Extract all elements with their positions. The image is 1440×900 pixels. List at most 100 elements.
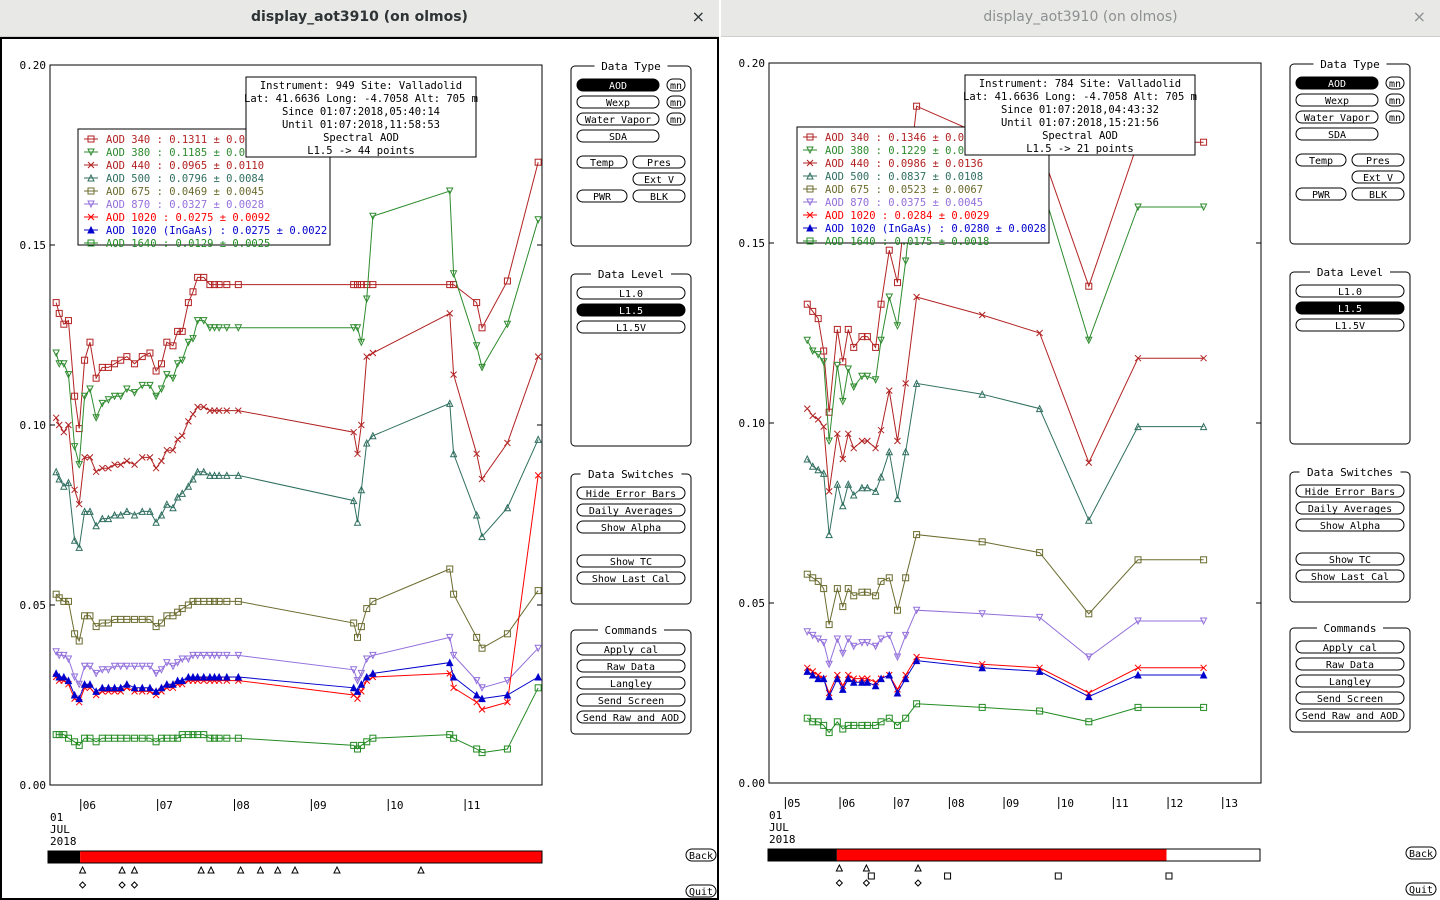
data-point bbox=[833, 325, 841, 333]
data-point bbox=[80, 392, 89, 401]
raw-data-button[interactable] bbox=[576, 659, 686, 673]
close-button[interactable]: × bbox=[691, 7, 705, 26]
close-button[interactable]: × bbox=[1412, 7, 1426, 26]
pwr-button[interactable] bbox=[1295, 187, 1347, 201]
data-point bbox=[503, 503, 512, 512]
info-line: L1.5 -> 21 points bbox=[1026, 143, 1133, 155]
pres-button[interactable] bbox=[632, 155, 686, 169]
x-tick-label: 06 bbox=[83, 799, 96, 812]
show-last-cal-button[interactable] bbox=[576, 571, 686, 585]
aod-mn-button[interactable] bbox=[666, 78, 686, 92]
data-point bbox=[210, 471, 219, 479]
data-point bbox=[70, 673, 79, 682]
apply-cal-button[interactable] bbox=[576, 642, 686, 656]
hide-error-bars-button[interactable] bbox=[1295, 484, 1405, 498]
l15v-button-label: L1.5V bbox=[1335, 321, 1365, 332]
titlebar[interactable]: display_aot3910 (on olmos) × bbox=[0, 0, 719, 37]
wexp-mn-button-label: mn bbox=[670, 98, 682, 109]
water-vapor-mn-button[interactable] bbox=[1385, 110, 1405, 124]
show-tc-button[interactable] bbox=[576, 554, 686, 568]
wexp-mn-button[interactable] bbox=[1385, 93, 1405, 107]
data-point bbox=[60, 651, 68, 660]
legend-entry: AOD 870 : 0.0375 ± 0.0045 bbox=[825, 197, 983, 209]
l15-button[interactable] bbox=[1295, 301, 1405, 315]
send-raw-aod-button[interactable] bbox=[576, 710, 686, 724]
data-point bbox=[877, 718, 885, 726]
blk-button[interactable] bbox=[632, 189, 686, 203]
quit-button[interactable] bbox=[1405, 882, 1437, 896]
data-point bbox=[863, 678, 872, 686]
series-line bbox=[806, 609, 1204, 667]
data-point bbox=[75, 500, 83, 508]
show-tc-button[interactable] bbox=[1295, 552, 1405, 566]
pwr-button[interactable] bbox=[576, 189, 628, 203]
daily-averages-button[interactable] bbox=[1295, 501, 1405, 515]
langley-button-label: Langley bbox=[1329, 677, 1371, 688]
data-point bbox=[901, 631, 910, 640]
data-point bbox=[81, 454, 88, 461]
back-button[interactable] bbox=[685, 848, 717, 862]
send-raw-aod-button[interactable] bbox=[1295, 708, 1405, 722]
data-point bbox=[55, 731, 63, 739]
l15-button[interactable] bbox=[576, 303, 686, 317]
send-screen-button[interactable] bbox=[1295, 691, 1405, 705]
data-point bbox=[901, 674, 910, 683]
sda-button[interactable] bbox=[1295, 127, 1379, 141]
data-point bbox=[877, 300, 885, 308]
raw-data-button[interactable] bbox=[1295, 657, 1405, 671]
x-tick-label: 06 bbox=[842, 797, 855, 810]
hide-error-bars-button[interactable] bbox=[576, 486, 686, 500]
back-button[interactable] bbox=[1405, 846, 1437, 860]
show-alpha-button[interactable] bbox=[576, 520, 686, 534]
sda-button[interactable] bbox=[576, 129, 660, 143]
water-vapor-mn-button[interactable] bbox=[666, 112, 686, 126]
data-point bbox=[504, 439, 511, 447]
data-point bbox=[814, 465, 823, 474]
l15v-button[interactable] bbox=[576, 320, 686, 334]
window-title: display_aot3910 (on olmos) bbox=[983, 9, 1178, 25]
blk-button[interactable] bbox=[1351, 187, 1405, 201]
data-point bbox=[193, 651, 202, 660]
l10-button[interactable] bbox=[1295, 284, 1405, 298]
show-last-cal-button[interactable] bbox=[1295, 569, 1405, 583]
water-vapor-button[interactable] bbox=[576, 112, 660, 126]
ext-v-button[interactable] bbox=[632, 172, 686, 186]
data-point bbox=[55, 651, 64, 660]
data-point bbox=[820, 347, 828, 355]
data-point bbox=[806, 223, 814, 232]
apply-cal-button[interactable] bbox=[1295, 640, 1405, 654]
data-point bbox=[64, 676, 73, 685]
titlebar[interactable]: display_aot3910 (on olmos) × bbox=[721, 0, 1440, 37]
data-point bbox=[169, 374, 177, 383]
y-tick-label: 0.20 bbox=[20, 59, 47, 72]
wexp-mn-button[interactable] bbox=[666, 95, 686, 109]
water-vapor-button[interactable] bbox=[1295, 110, 1379, 124]
aod-button[interactable] bbox=[1295, 76, 1379, 90]
timeline-bar[interactable] bbox=[767, 848, 1261, 862]
l10-button[interactable] bbox=[576, 286, 686, 300]
timeline-marker bbox=[78, 881, 87, 889]
pres-button[interactable] bbox=[1351, 153, 1405, 167]
l15v-button[interactable] bbox=[1295, 318, 1405, 332]
temp-button[interactable] bbox=[1295, 153, 1347, 167]
langley-button[interactable] bbox=[1295, 674, 1405, 688]
data-point bbox=[357, 421, 365, 429]
quit-button[interactable] bbox=[685, 884, 717, 898]
timeline-bar[interactable] bbox=[47, 850, 543, 864]
wexp-button[interactable] bbox=[576, 95, 660, 109]
temp-button[interactable] bbox=[576, 155, 628, 169]
data-point bbox=[81, 356, 89, 364]
apply-cal-button-label: Apply cal bbox=[604, 645, 658, 656]
wexp-button[interactable] bbox=[1295, 93, 1379, 107]
langley-button[interactable] bbox=[576, 676, 686, 690]
daily-averages-button[interactable] bbox=[576, 503, 686, 517]
timeline-marker bbox=[417, 865, 425, 874]
aod-mn-button[interactable] bbox=[1385, 76, 1405, 90]
data-point bbox=[872, 444, 879, 452]
send-screen-button[interactable] bbox=[576, 693, 686, 707]
ext-v-button[interactable] bbox=[1351, 170, 1405, 184]
show-alpha-button[interactable] bbox=[1295, 518, 1405, 532]
data-point bbox=[234, 597, 242, 605]
aod-button[interactable] bbox=[576, 78, 660, 92]
data-point bbox=[1036, 549, 1044, 557]
